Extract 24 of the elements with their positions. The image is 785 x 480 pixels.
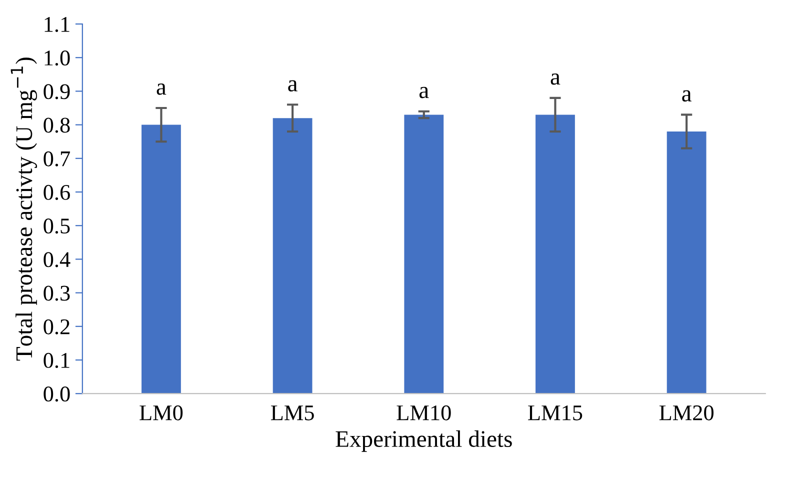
y-tick-label: 0.1	[44, 352, 70, 368]
y-tick-label: 1.1	[44, 17, 70, 32]
annotation: a	[550, 73, 560, 85]
y-tick-label: 0.0	[44, 386, 70, 402]
y-tick-label: 0.3	[44, 286, 70, 301]
y-tick-label: 0.7	[44, 151, 70, 166]
y-axis-title: Total protease activty (U mg$^{−1}$)	[10, 58, 38, 361]
x-tick-label: LM10	[396, 405, 451, 420]
x-tick-label: LM5	[270, 406, 314, 420]
y-tick-label: 0.6	[44, 184, 70, 200]
y-tick-label: 0.9	[44, 84, 70, 100]
x-tick-label: LM0	[140, 405, 183, 420]
y-tick-label: 0.4	[44, 252, 70, 268]
annotation: a	[419, 86, 429, 98]
annotation: a	[288, 80, 298, 92]
y-tick-label: 0.5	[44, 218, 70, 234]
x-tick-label: LM20	[659, 405, 714, 420]
y-tick-label: 0.8	[44, 118, 70, 133]
annotation: a	[156, 84, 166, 95]
x-axis-title: Experimental diets	[336, 430, 512, 452]
y-tick-label: 1.0	[44, 50, 70, 66]
x-tick-label: LM15	[528, 405, 582, 420]
y-tick-label: 0.2	[44, 319, 70, 334]
annotation: a	[682, 90, 692, 102]
